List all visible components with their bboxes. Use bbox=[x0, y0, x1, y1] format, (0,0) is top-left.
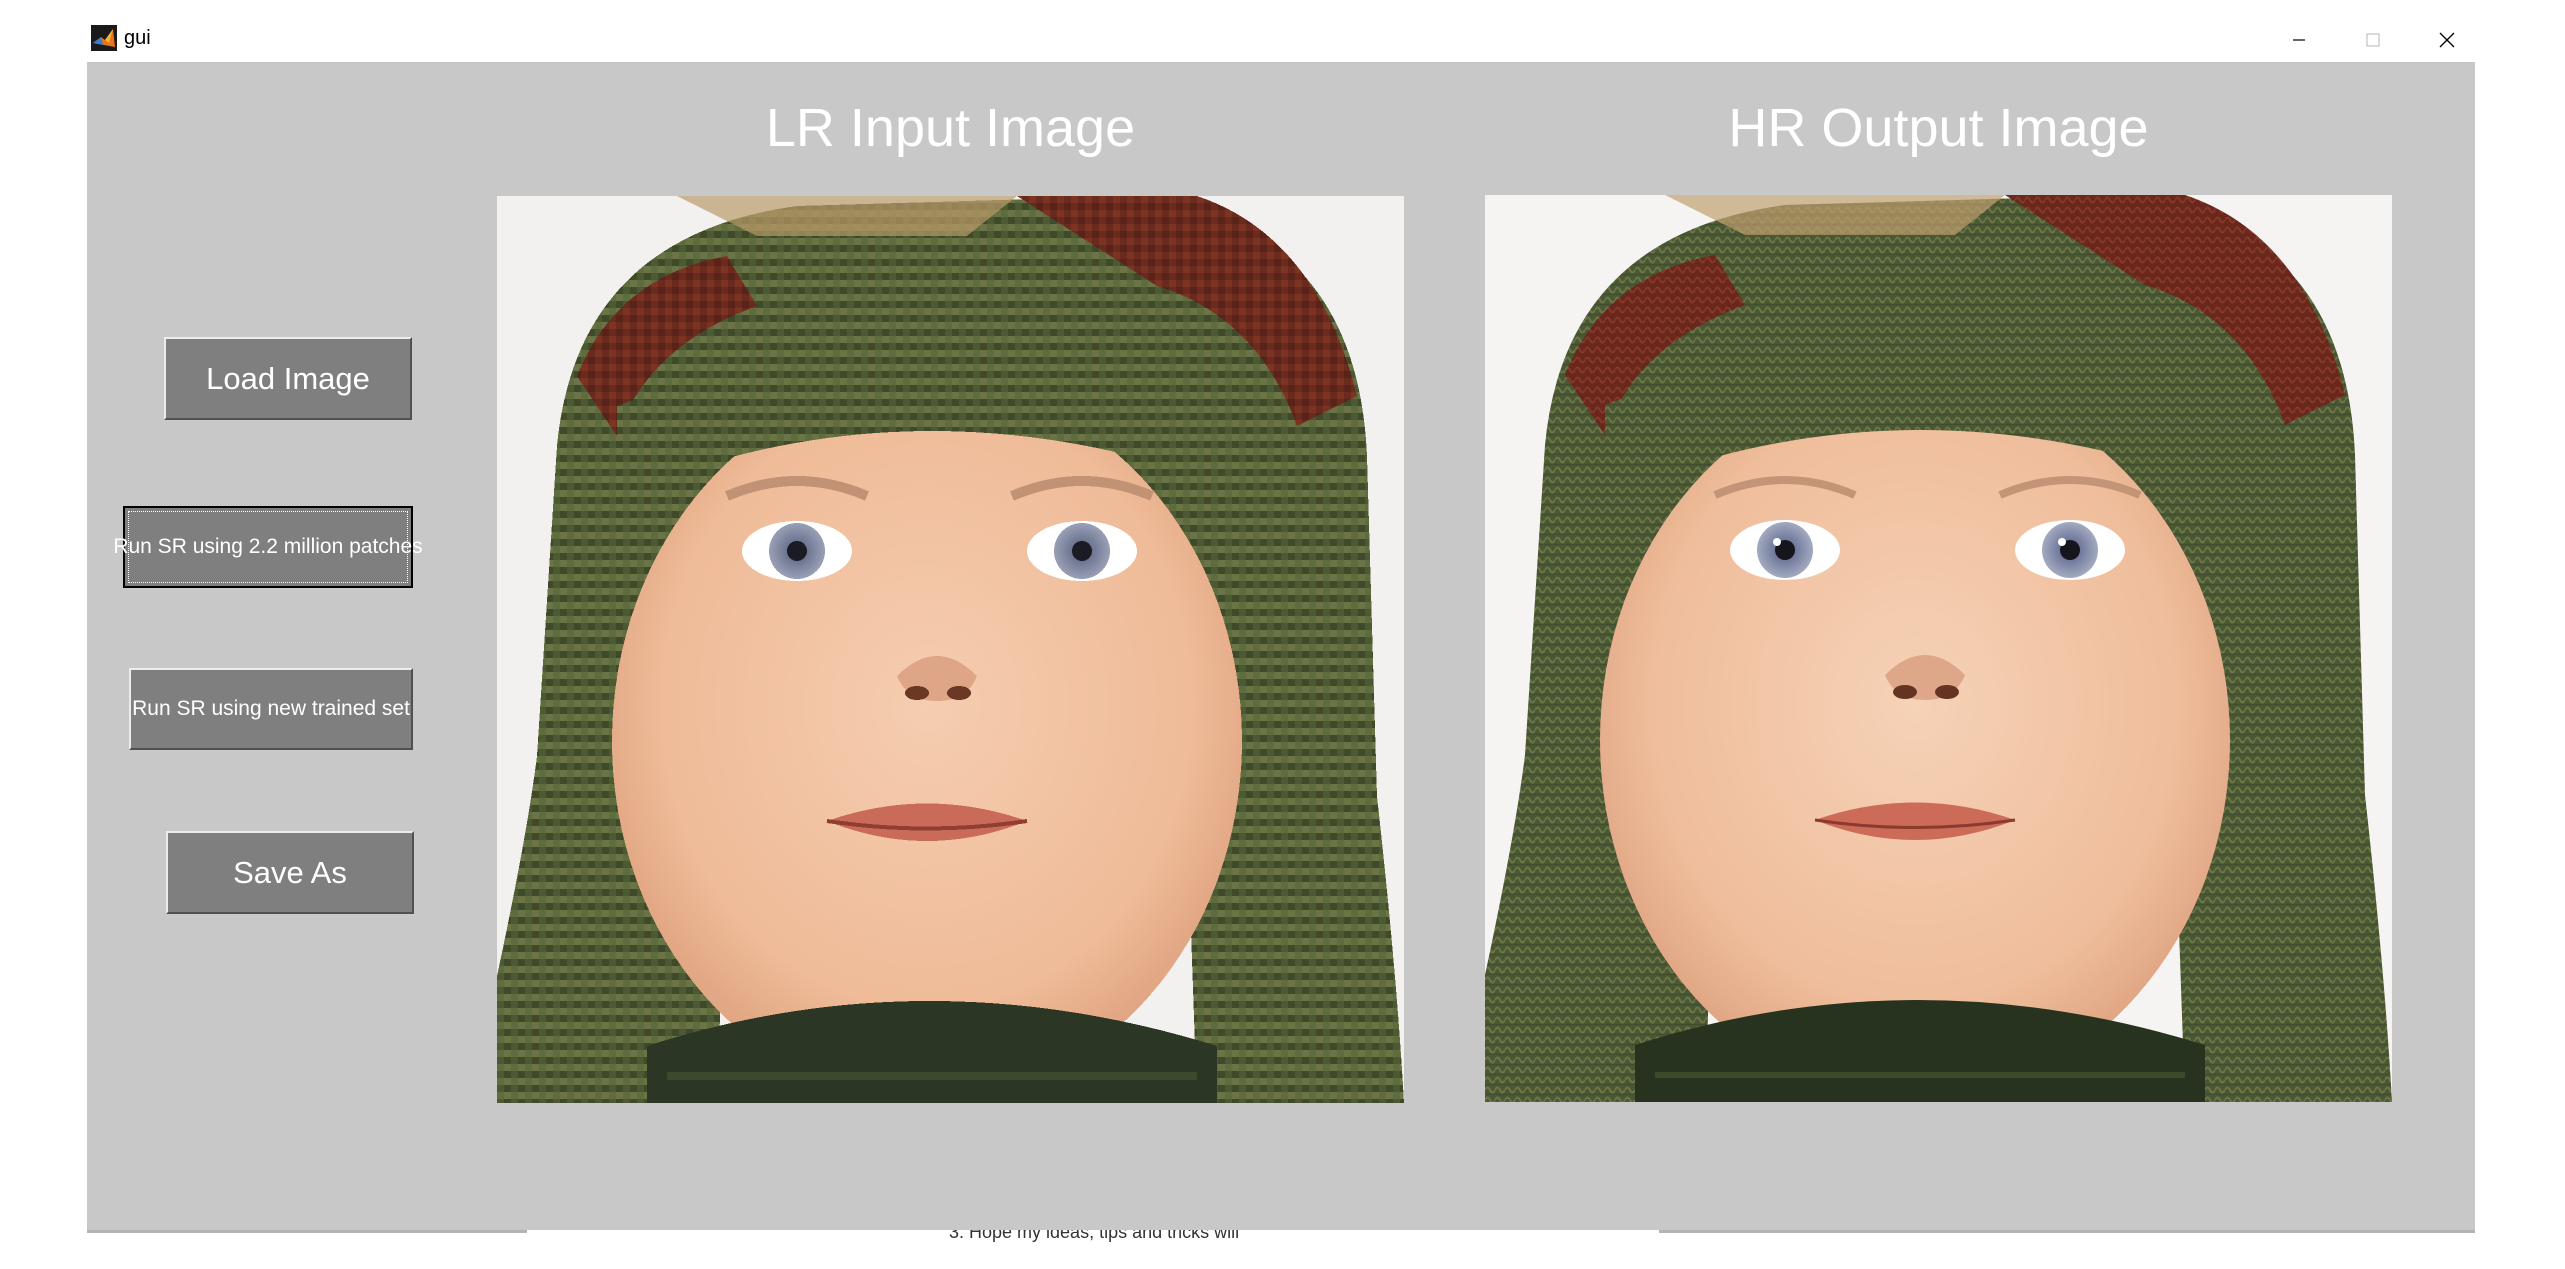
title-bar[interactable]: gui bbox=[87, 20, 2475, 62]
save-as-button[interactable]: Save As bbox=[166, 831, 414, 914]
figure-area: LR Input Image HR Output Image Load Imag… bbox=[87, 62, 2475, 1230]
run-sr-million-patches-button[interactable]: Run SR using 2.2 million patches bbox=[113, 506, 423, 588]
maximize-icon bbox=[2365, 32, 2381, 48]
divider bbox=[87, 1230, 527, 1233]
hr-output-image bbox=[1485, 195, 2392, 1102]
matlab-icon bbox=[91, 25, 117, 51]
lr-input-image bbox=[497, 196, 1404, 1103]
close-button[interactable] bbox=[2411, 20, 2483, 60]
close-icon bbox=[2438, 31, 2456, 49]
background-window-edge: 3. Hope my ideas, tips and tricks will bbox=[87, 1230, 2475, 1250]
load-image-button[interactable]: Load Image bbox=[164, 337, 412, 420]
divider bbox=[1659, 1230, 2475, 1233]
maximize-button[interactable] bbox=[2337, 20, 2409, 60]
run-sr-new-trained-set-button[interactable]: Run SR using new trained set bbox=[129, 668, 413, 750]
minimize-icon bbox=[2291, 32, 2307, 48]
hr-output-title: HR Output Image bbox=[1728, 98, 2149, 158]
background-text: 3. Hope my ideas, tips and tricks will bbox=[949, 1230, 1240, 1242]
minimize-button[interactable] bbox=[2263, 20, 2335, 60]
lr-input-title: LR Input Image bbox=[765, 98, 1136, 158]
app-window: gui LR Input Image HR Output Image Load … bbox=[87, 20, 2475, 1230]
window-title: gui bbox=[124, 27, 151, 49]
